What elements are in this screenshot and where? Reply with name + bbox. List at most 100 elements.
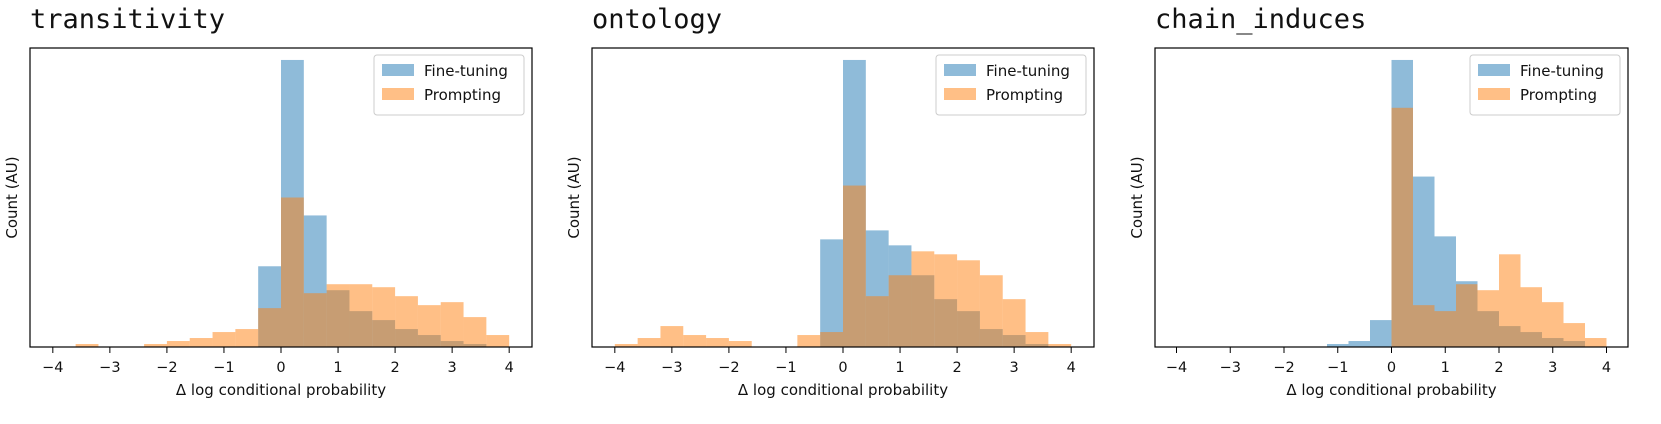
legend-swatch [1478,64,1510,76]
bar [1499,254,1521,347]
series-1 [75,197,510,347]
bar [1002,299,1026,347]
x-tick-label: −2 [1273,360,1294,376]
bar [1048,344,1072,347]
x-tick-label: 0 [1387,360,1396,376]
bar [395,296,418,347]
bar [440,302,464,347]
x-tick-label: 2 [390,360,399,376]
bar [258,308,281,347]
panel-title: ontology [592,4,722,35]
bar [75,344,99,347]
x-tick-label: 3 [448,360,457,376]
bar [820,332,843,347]
bar [1025,332,1049,347]
bar [1348,341,1370,347]
panel-1: ontology −4 −3 −2 −1 0 1 2 3 4 Δ log conditional p… [565,4,1095,399]
x-tick-label: 2 [952,360,961,376]
bar [888,275,912,347]
bar [1413,305,1435,347]
bar [1520,287,1542,347]
series-1 [614,185,1072,347]
x-tick-label: −1 [775,360,796,376]
y-axis-label: Count (AU) [3,156,21,238]
x-tick-label: −3 [661,360,682,376]
bar [1370,320,1392,347]
y-axis-label: Count (AU) [1128,156,1146,238]
legend-swatch [382,64,414,76]
legend-swatch [944,88,976,100]
bar [166,341,190,347]
legend-label: Prompting [986,86,1063,104]
x-tick-label: −4 [42,360,63,376]
bar [303,293,327,347]
bar [1413,176,1435,347]
bar [1585,338,1607,347]
x-tick-label: −2 [718,360,739,376]
bar [486,335,510,347]
bar [1456,284,1478,347]
bar [637,338,661,347]
x-tick-label: −3 [99,360,120,376]
bar [820,239,843,347]
bar [614,344,638,347]
bar [463,317,487,347]
bar [1327,344,1349,347]
bar [706,338,729,347]
bar [843,185,866,347]
bar [144,344,167,347]
legend: Fine-tuning Prompting [373,54,525,116]
legend-swatch [944,64,976,76]
x-tick-label: −3 [1220,360,1241,376]
x-tick-label: 4 [505,360,514,376]
x-tick-label: 1 [895,360,904,376]
bar [1542,302,1564,347]
legend-label: Fine-tuning [986,62,1070,80]
x-tick-label: −1 [1327,360,1348,376]
series-1 [1391,107,1607,347]
bar [326,284,350,347]
bar [979,275,1003,347]
x-tick-label: 4 [1602,360,1611,376]
panel-title: transitivity [30,4,225,35]
bar [372,287,396,347]
x-tick-label: 3 [1548,360,1557,376]
bar [212,332,236,347]
legend-label: Prompting [1520,86,1597,104]
bar [1563,323,1585,347]
bar [349,284,373,347]
bar [417,305,441,347]
legend-label: Fine-tuning [424,62,508,80]
x-tick-label: −1 [213,360,234,376]
bar [865,296,889,347]
legend-swatch [1478,88,1510,100]
bar [1434,311,1456,347]
legend: Fine-tuning Prompting [1469,54,1621,116]
x-tick-label: −4 [604,360,625,376]
bar [189,338,213,347]
x-tick-label: −2 [156,360,177,376]
bar [1391,107,1413,347]
x-tick-label: 1 [333,360,342,376]
x-axis-label: Δ log conditional probability [176,381,386,399]
bar [1477,290,1499,347]
panel-2: chain_induces −4 −3 −2 −1 0 1 2 3 4 Δ log conditio… [1128,4,1629,399]
panel-0: transitivity −4 −3 −2 −1 0 1 2 3 4 Δ log condition… [3,4,533,399]
x-tick-label: 1 [1441,360,1450,376]
bar [934,254,958,347]
bar [728,341,752,347]
bar [797,335,821,347]
x-tick-label: 2 [1494,360,1503,376]
y-axis-label: Count (AU) [565,156,583,238]
legend-label: Fine-tuning [1520,62,1604,80]
bar [957,260,980,347]
x-tick-label: −4 [1166,360,1187,376]
bar [281,197,304,347]
x-tick-label: 4 [1067,360,1076,376]
x-axis-label: Δ log conditional probability [1286,381,1496,399]
bar [683,335,707,347]
x-axis-label: Δ log conditional probability [738,381,948,399]
panel-title: chain_induces [1155,4,1366,35]
legend: Fine-tuning Prompting [935,54,1087,116]
